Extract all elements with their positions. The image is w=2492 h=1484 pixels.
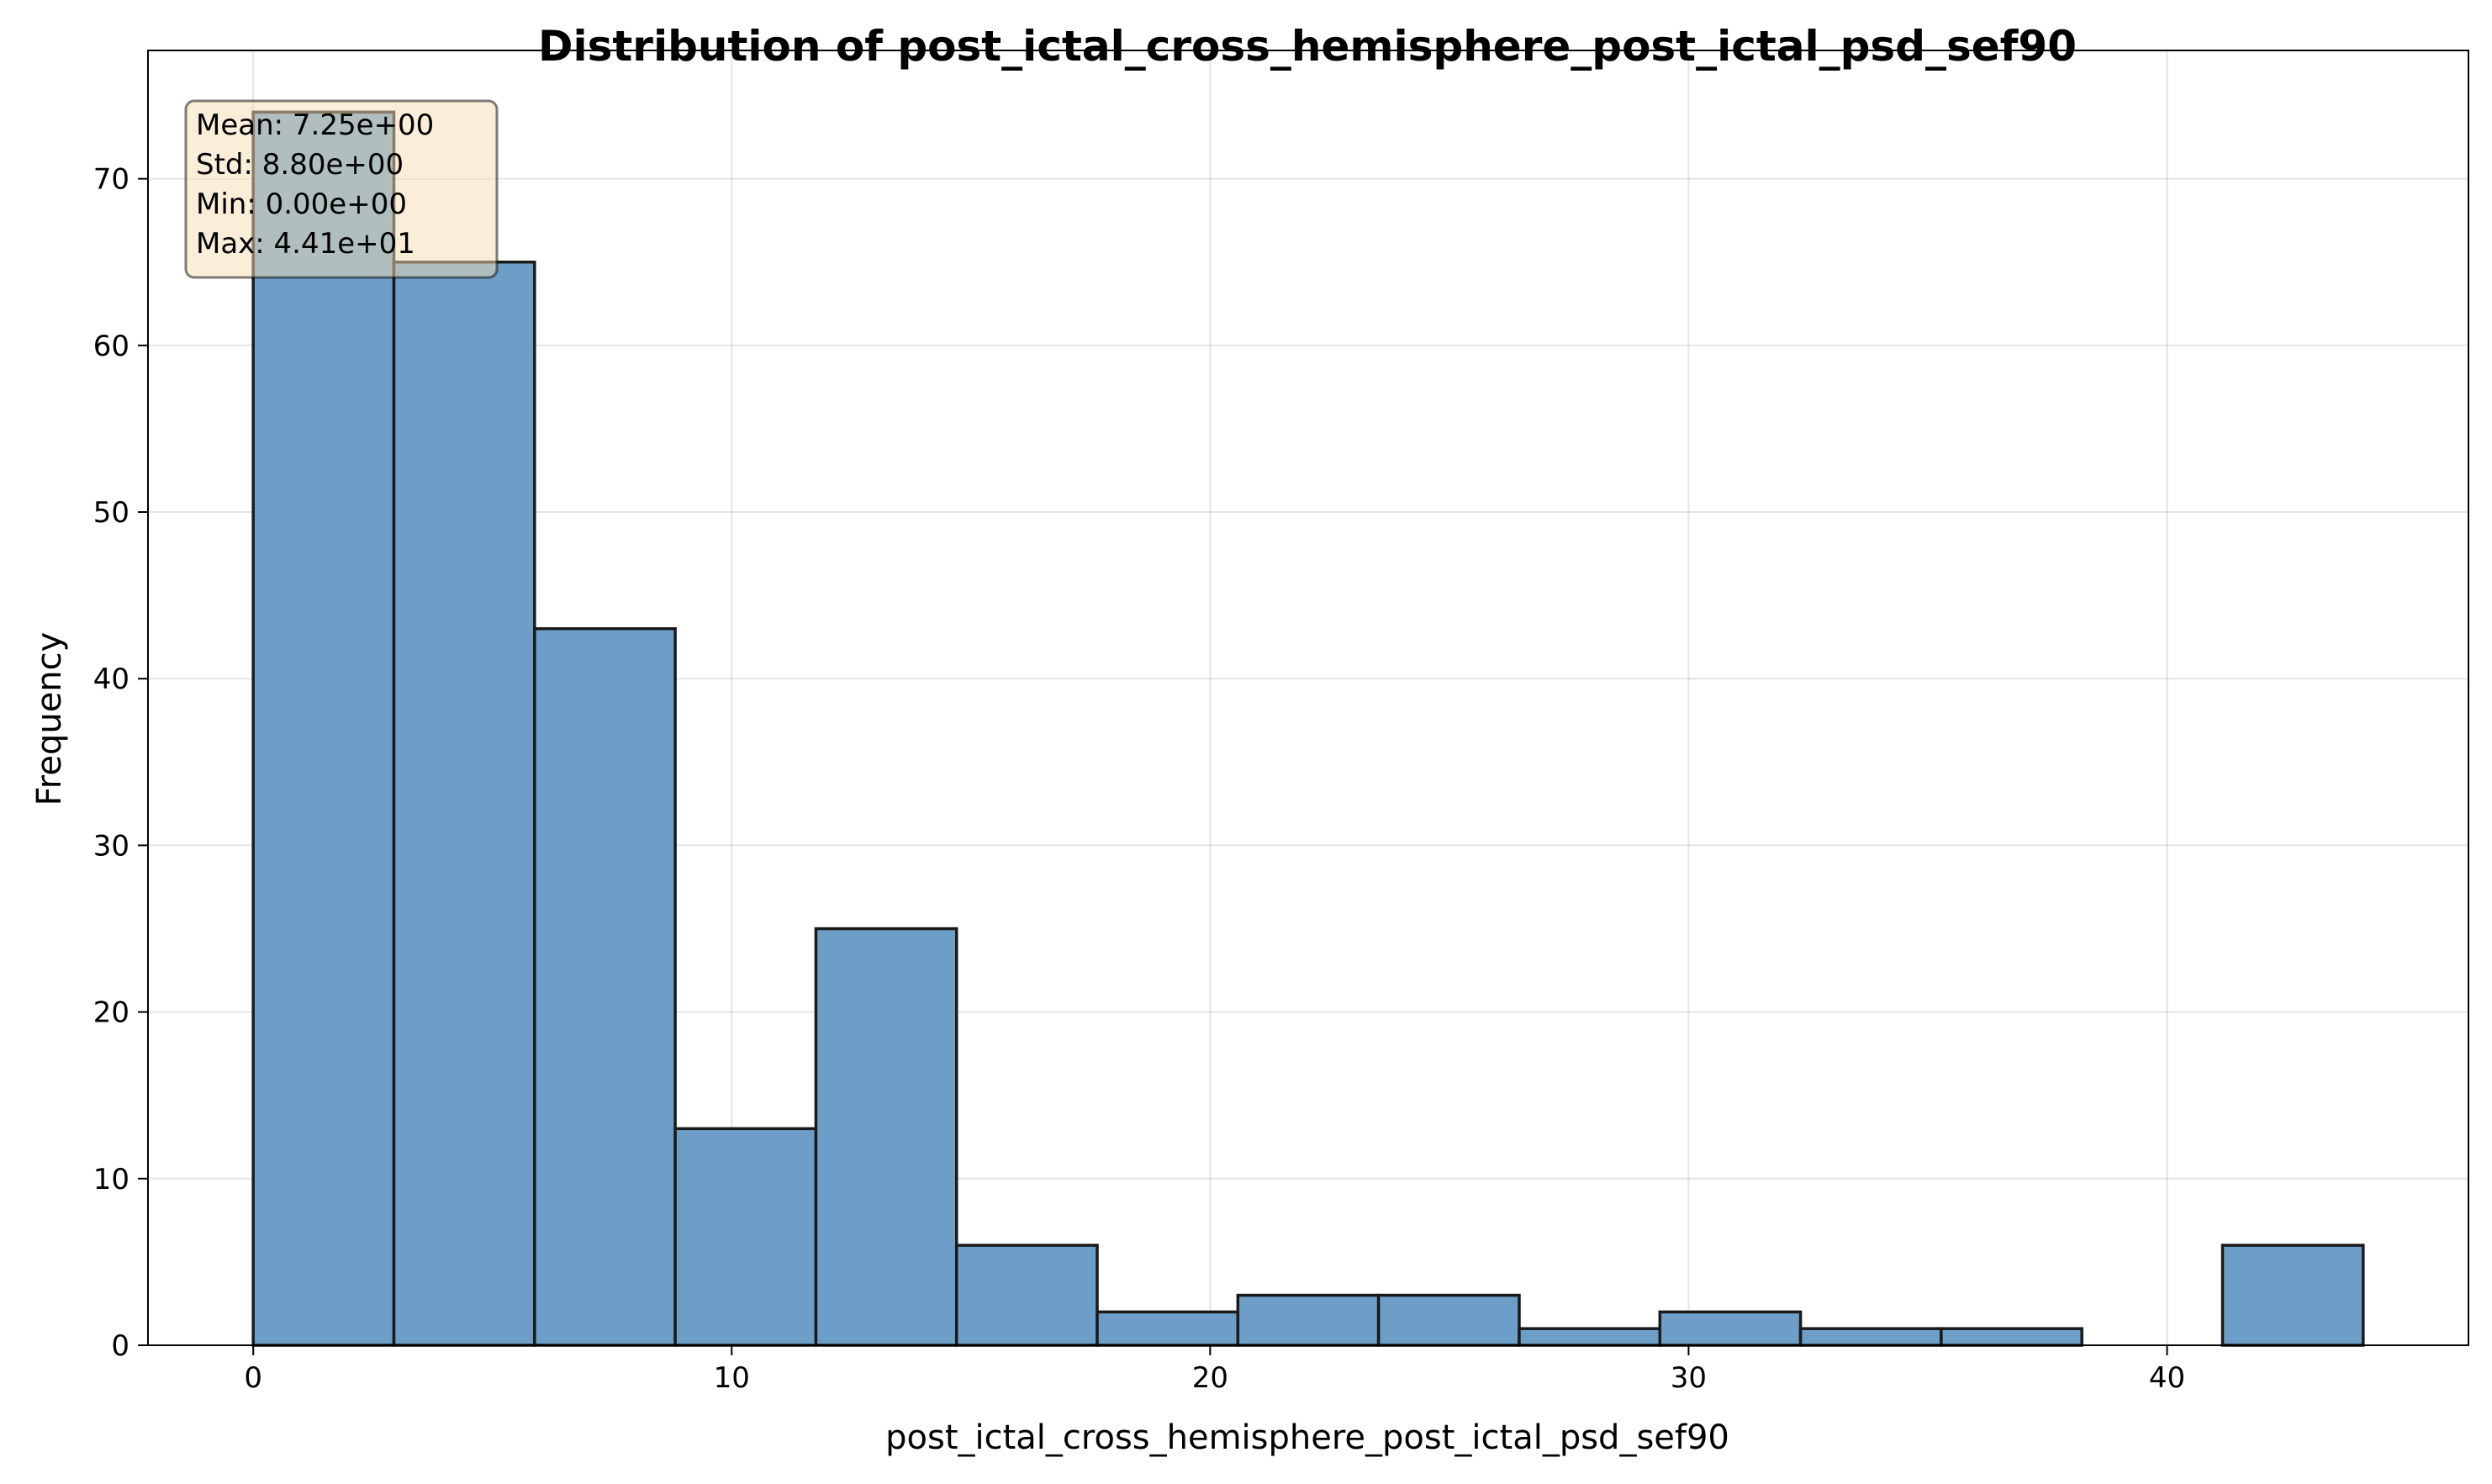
histogram-bars (251, 110, 2365, 1347)
histogram-bar (673, 1127, 818, 1347)
x-tick-label: 0 (244, 1361, 262, 1395)
y-tick-label: 20 (93, 996, 129, 1030)
histogram-bar (1658, 1310, 1803, 1347)
x-tick-label: 20 (1192, 1361, 1228, 1395)
histogram-bar (1096, 1310, 1240, 1347)
histogram-bar (2220, 1244, 2365, 1347)
stats-std: Std: 8.80e+00 (196, 148, 404, 182)
histogram-bar (533, 626, 677, 1347)
histogram-bar (392, 260, 536, 1347)
plot-frame (147, 50, 2469, 1346)
y-axis-label: Frequency (30, 632, 69, 806)
histogram-bar (1798, 1327, 1943, 1347)
x-tick-label: 10 (714, 1361, 750, 1395)
x-axis-label: post_ictal_cross_hemisphere_post_ictal_p… (885, 1418, 1729, 1457)
y-tick-label: 10 (93, 1163, 129, 1196)
axis-ticks: 0 10 20 30 40 0 10 20 30 40 50 60 70 (93, 163, 2185, 1395)
x-tick-label: 30 (1671, 1361, 1707, 1395)
stats-max: Max: 4.41e+01 (196, 227, 415, 261)
histogram-bar (1518, 1327, 1662, 1347)
histogram-bar (1376, 1293, 1521, 1347)
stats-mean: Mean: 7.25e+00 (196, 108, 434, 142)
stats-box-background (184, 99, 499, 279)
y-tick-label: 50 (93, 496, 129, 530)
chart-title: Distribution of post_ictal_cross_hemisph… (538, 22, 2077, 71)
histogram-bar (814, 927, 958, 1347)
y-tick-label: 0 (111, 1329, 129, 1363)
y-tick-label: 60 (93, 330, 129, 363)
stats-min: Min: 0.00e+00 (196, 187, 407, 221)
histogram-bar (251, 110, 396, 1347)
y-tick-label: 40 (93, 663, 129, 696)
stats-box: Mean: 7.25e+00 Std: 8.80e+00 Min: 0.00e+… (184, 99, 499, 279)
histogram-bar (954, 1244, 1099, 1347)
histogram-bar (1236, 1293, 1381, 1347)
histogram-bar (1940, 1327, 2083, 1347)
x-tick-label: 40 (2149, 1361, 2185, 1395)
y-tick-label: 70 (93, 163, 129, 197)
y-tick-label: 30 (93, 829, 129, 863)
